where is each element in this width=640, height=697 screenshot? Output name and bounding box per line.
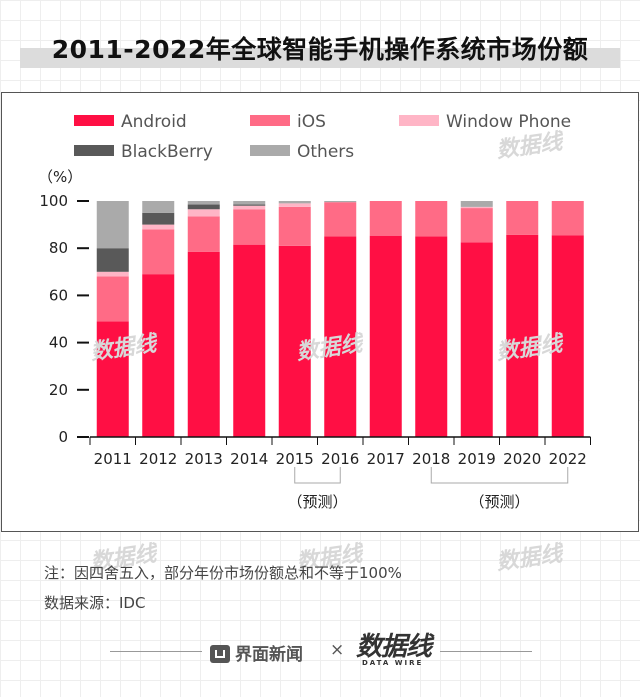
x-tick-label: 2020 [503,450,541,468]
legend-swatch-others [250,145,290,156]
bar-android-2012 [142,274,175,437]
bar-others-2012 [142,201,175,213]
bar-others-2011 [96,201,129,249]
rounding-note: 注：因四舍五入，部分年份市场份额总和不等于100% [44,564,402,582]
bar-blackberry-2013 [187,204,220,210]
legend-swatch-blackberry [74,145,114,156]
x-tick-label: 2011 [94,450,132,468]
bar-ios-2011 [96,276,129,322]
forecast-bracket [294,467,341,484]
bar-android-2015 [278,245,311,437]
legend-label-window-phone: Window Phone [446,112,571,132]
x-tick-label: 2017 [367,450,405,468]
bar-android-2019 [460,242,493,437]
datawire-brand-sub: DATA WIRE [362,659,424,667]
legend-swatch-android [74,115,114,126]
bar-ios-2018 [415,201,448,237]
brand-separator: × [330,640,345,660]
y-tick-label: 80 [49,239,68,257]
x-tick-label: 2013 [185,450,223,468]
bar-android-2011 [96,321,129,437]
bar-android-2014 [233,244,266,437]
x-tick-label: 2022 [549,450,587,468]
jiemian-logo: 界面新闻 [210,640,303,665]
title-band [20,48,620,68]
legend-label-ios: iOS [297,112,326,132]
bar-ios-2014 [233,209,266,245]
bar-window-phone-2011 [96,271,129,277]
bar-ios-2019 [460,208,493,243]
legend-swatch-ios [250,115,290,126]
y-tick-label: 0 [58,428,68,446]
jiemian-icon [210,645,230,663]
bar-blackberry-2012 [142,212,175,225]
chart-title: 2011-2022年全球智能手机操作系统市场份额 [51,35,589,64]
bar-android-2017 [369,235,402,437]
x-tick-label: 2014 [230,450,268,468]
x-tick-label: 2018 [412,450,450,468]
y-tick-label: 60 [49,286,68,304]
bar-android-2018 [415,236,448,437]
watermark: 数据线 [494,541,564,576]
y-tick-label: 100 [39,192,68,210]
legend-label-others: Others [297,142,354,162]
bar-blackberry-2011 [96,248,129,272]
data-source: 数据来源：IDC [44,594,146,612]
legend-label-android: Android [121,112,187,132]
chart-svg: Android iOS Window Phone BlackBerry Others （%… [38,112,591,511]
bar-window-phone-2015 [278,203,311,207]
legend-swatch-window-phone [399,115,439,126]
bar-others-2014 [233,201,266,205]
datawire-logo: 数据线 DATA WIRE [356,626,432,667]
bar-others-2016 [324,201,357,203]
x-tick-label: 2016 [321,450,359,468]
bar-android-2013 [187,251,220,437]
x-tick-label: 2019 [458,450,496,468]
datawire-brand-text: 数据线 [356,632,432,662]
bar-android-2020 [506,234,539,437]
bar-ios-2020 [506,201,539,235]
bar-ios-2017 [369,201,402,236]
forecast-label: （预测） [469,493,529,511]
footer-divider [440,651,532,652]
y-tick-label: 20 [49,381,68,399]
x-tick-label: 2012 [139,450,177,468]
bar-ios-2013 [187,216,220,252]
bar-window-phone-2012 [142,224,175,230]
y-tick-label: 40 [49,334,68,352]
bar-ios-2012 [142,229,175,275]
bar-window-phone-2014 [233,205,266,210]
bar-window-phone-2013 [187,209,220,217]
x-tick-label: 2015 [276,450,314,468]
bar-others-2013 [187,201,220,205]
legend-label-blackberry: BlackBerry [121,142,213,162]
bar-blackberry-2014 [233,204,266,206]
y-axis-unit-label: （%） [38,168,82,186]
bar-android-2016 [324,236,357,437]
bar-window-phone-2019 [460,206,493,209]
forecast-label: （预测） [287,493,347,511]
jiemian-brand-text: 界面新闻 [235,645,303,665]
forecast-bracket [430,467,569,484]
bar-others-2015 [278,201,311,204]
chart-card: Android iOS Window Phone BlackBerry Others （%… [1,92,639,532]
bar-others-2019 [460,201,493,207]
bar-ios-2015 [278,206,311,246]
bar-ios-2016 [324,202,357,237]
bar-android-2022 [551,235,584,437]
bar-ios-2022 [551,201,584,236]
footer-divider [110,651,202,652]
